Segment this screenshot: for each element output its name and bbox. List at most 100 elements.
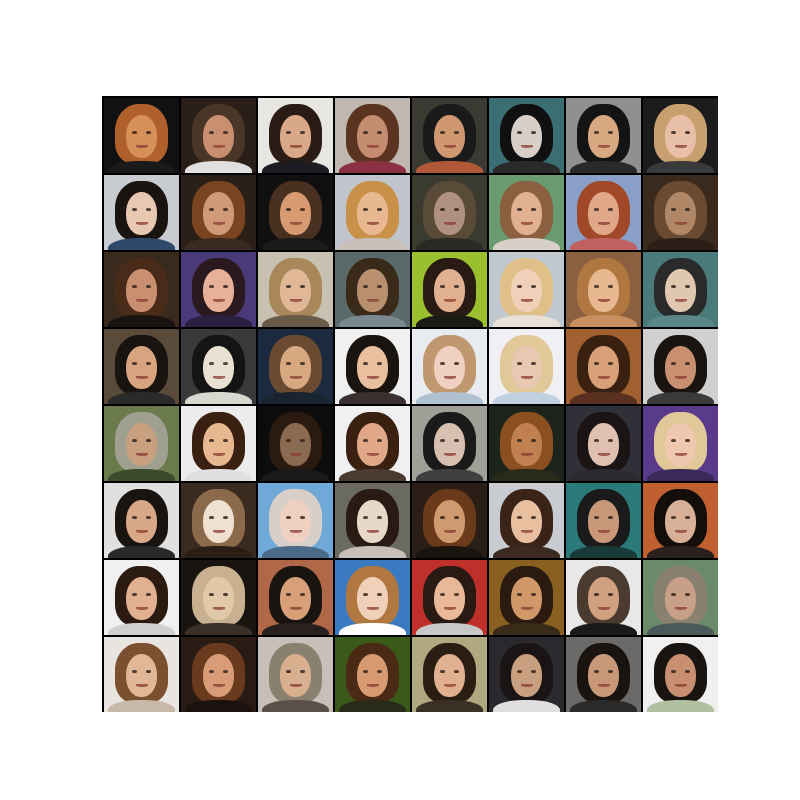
face-region xyxy=(279,191,312,235)
mouth-mark xyxy=(520,299,533,303)
eye-mark xyxy=(670,593,676,596)
mouth-mark xyxy=(674,453,687,457)
face-tile-r8-c2 xyxy=(181,637,256,712)
face-region xyxy=(433,191,466,235)
shoulders-region xyxy=(492,315,561,327)
face-tile-r8-c6 xyxy=(489,637,564,712)
face-tile-r2-c5 xyxy=(412,175,487,250)
face-tile-r8-c5 xyxy=(412,637,487,712)
face-region xyxy=(279,653,312,697)
eye-mark xyxy=(608,131,614,134)
shoulders-region xyxy=(492,546,561,558)
eye-mark xyxy=(516,362,522,365)
eye-mark xyxy=(516,285,522,288)
eye-mark xyxy=(285,285,291,288)
mouth-mark xyxy=(520,607,533,611)
eye-mark xyxy=(285,516,291,519)
face-tile-r3-c8 xyxy=(643,252,718,327)
eye-mark xyxy=(439,593,445,596)
eye-mark xyxy=(285,593,291,596)
shoulders-region xyxy=(569,469,638,481)
face-region xyxy=(510,576,543,620)
face-region xyxy=(510,422,543,466)
mouth-mark xyxy=(443,453,456,457)
eye-mark xyxy=(300,131,306,134)
face-region xyxy=(125,268,158,312)
eye-mark xyxy=(377,516,383,519)
face-region xyxy=(664,653,697,697)
shoulders-region xyxy=(261,546,330,558)
face-region xyxy=(664,345,697,389)
shoulders-region xyxy=(184,238,253,250)
face-region xyxy=(664,422,697,466)
face-tile-r2-c8 xyxy=(643,175,718,250)
eye-mark xyxy=(300,593,306,596)
shoulders-region xyxy=(338,238,407,250)
mouth-mark xyxy=(597,222,610,226)
mouth-mark xyxy=(135,222,148,226)
shoulders-region xyxy=(184,161,253,173)
shoulders-region xyxy=(492,700,561,712)
eye-mark xyxy=(131,285,137,288)
eye-mark xyxy=(146,208,152,211)
face-region xyxy=(202,653,235,697)
eye-mark xyxy=(531,593,537,596)
face-tile-r6-c5 xyxy=(412,483,487,558)
face-tile-r3-c6 xyxy=(489,252,564,327)
eye-mark xyxy=(531,362,537,365)
face-region xyxy=(587,114,620,158)
eye-mark xyxy=(300,516,306,519)
face-tile-r5-c5 xyxy=(412,406,487,481)
shoulders-region xyxy=(338,469,407,481)
eye-mark xyxy=(531,208,537,211)
face-tile-r6-c8 xyxy=(643,483,718,558)
eye-mark xyxy=(223,362,229,365)
mouth-mark xyxy=(597,453,610,457)
mouth-mark xyxy=(674,376,687,380)
mouth-mark xyxy=(212,607,225,611)
eye-mark xyxy=(131,670,137,673)
shoulders-region xyxy=(415,315,484,327)
mouth-mark xyxy=(366,684,379,688)
face-tile-r8-c3 xyxy=(258,637,333,712)
shoulders-region xyxy=(184,315,253,327)
mouth-mark xyxy=(212,453,225,457)
eye-mark xyxy=(131,131,137,134)
face-tile-r6-c4 xyxy=(335,483,410,558)
face-region xyxy=(510,653,543,697)
shoulders-region xyxy=(646,700,715,712)
shoulders-region xyxy=(415,469,484,481)
eye-mark xyxy=(439,208,445,211)
face-tile-r7-c3 xyxy=(258,560,333,635)
eye-mark xyxy=(208,516,214,519)
eye-mark xyxy=(285,670,291,673)
eye-mark xyxy=(670,285,676,288)
face-region xyxy=(433,268,466,312)
face-region xyxy=(279,422,312,466)
face-tile-r1-c8 xyxy=(643,98,718,173)
face-region xyxy=(587,576,620,620)
eye-mark xyxy=(454,285,460,288)
eye-mark xyxy=(670,131,676,134)
eye-mark xyxy=(439,516,445,519)
face-region xyxy=(202,576,235,620)
face-region xyxy=(125,576,158,620)
eye-mark xyxy=(208,670,214,673)
shoulders-region xyxy=(415,392,484,404)
eye-mark xyxy=(531,285,537,288)
eye-mark xyxy=(377,439,383,442)
eye-mark xyxy=(670,670,676,673)
shoulders-region xyxy=(338,161,407,173)
face-region xyxy=(279,268,312,312)
face-tile-r4-c6 xyxy=(489,329,564,404)
eye-mark xyxy=(377,362,383,365)
eye-mark xyxy=(300,285,306,288)
shoulders-region xyxy=(261,700,330,712)
face-tile-r3-c5 xyxy=(412,252,487,327)
eye-mark xyxy=(208,362,214,365)
shoulders-region xyxy=(107,700,176,712)
face-region xyxy=(125,114,158,158)
shoulders-region xyxy=(338,623,407,635)
mouth-mark xyxy=(289,684,302,688)
